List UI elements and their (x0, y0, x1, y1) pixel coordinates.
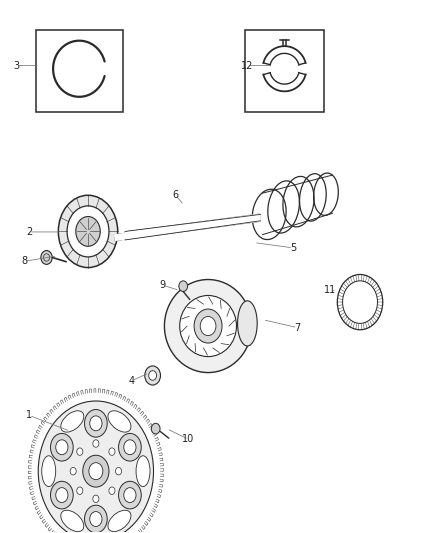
Ellipse shape (180, 295, 237, 357)
Ellipse shape (108, 411, 131, 432)
Bar (245, 30, 324, 112)
Text: 7: 7 (294, 322, 301, 333)
Circle shape (200, 317, 216, 336)
Ellipse shape (164, 279, 252, 373)
Circle shape (119, 481, 141, 509)
Bar (35, 30, 123, 112)
Text: 2: 2 (26, 227, 32, 237)
Text: 3: 3 (13, 61, 19, 70)
Text: 5: 5 (290, 243, 297, 253)
Circle shape (145, 366, 160, 385)
Ellipse shape (237, 301, 257, 346)
Circle shape (50, 433, 73, 461)
Text: 9: 9 (159, 280, 165, 290)
Circle shape (70, 467, 76, 475)
Text: 10: 10 (182, 434, 194, 445)
Ellipse shape (136, 456, 150, 487)
Circle shape (77, 487, 83, 495)
Circle shape (109, 487, 115, 495)
Text: 11: 11 (324, 286, 336, 295)
Circle shape (38, 401, 153, 533)
Circle shape (124, 440, 136, 455)
Circle shape (76, 216, 100, 246)
Text: 4: 4 (129, 376, 135, 386)
Ellipse shape (108, 510, 131, 531)
Circle shape (83, 455, 109, 487)
Ellipse shape (61, 411, 84, 432)
Circle shape (41, 251, 52, 264)
Circle shape (194, 309, 222, 343)
Text: 1: 1 (26, 410, 32, 421)
Circle shape (109, 448, 115, 455)
Circle shape (89, 463, 103, 480)
Circle shape (119, 433, 141, 461)
Circle shape (151, 423, 160, 434)
Circle shape (149, 370, 156, 380)
Circle shape (90, 512, 102, 527)
Ellipse shape (61, 510, 84, 531)
Circle shape (50, 481, 73, 509)
Ellipse shape (42, 456, 56, 487)
Circle shape (56, 488, 68, 503)
Circle shape (85, 409, 107, 437)
Text: 8: 8 (21, 256, 28, 266)
Circle shape (77, 448, 83, 455)
Circle shape (90, 416, 102, 431)
Circle shape (56, 440, 68, 455)
Text: 6: 6 (172, 190, 178, 200)
Circle shape (58, 195, 118, 268)
Circle shape (85, 505, 107, 533)
Text: 12: 12 (241, 61, 254, 70)
Circle shape (124, 488, 136, 503)
Circle shape (67, 206, 109, 257)
Circle shape (93, 495, 99, 503)
Circle shape (116, 467, 122, 475)
Circle shape (93, 440, 99, 447)
Circle shape (179, 281, 187, 292)
